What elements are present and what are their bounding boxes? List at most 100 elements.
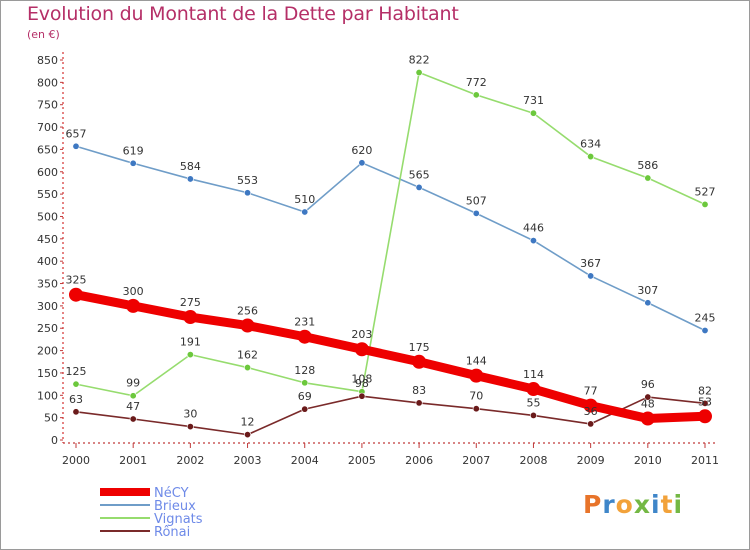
y-tick-label: 150 — [37, 367, 58, 380]
data-label: 114 — [523, 368, 544, 381]
logo-letter: r — [602, 490, 616, 519]
data-label: 367 — [580, 257, 601, 270]
data-label: 657 — [66, 127, 87, 140]
data-point — [472, 405, 480, 413]
data-label: 527 — [695, 185, 716, 198]
legend-label: NéCY — [154, 486, 189, 501]
x-tick-label: 2003 — [234, 454, 262, 467]
x-tick-label: 2000 — [62, 454, 90, 467]
y-tick-label: 550 — [37, 188, 58, 201]
data-label: 69 — [298, 390, 312, 403]
data-label: 731 — [523, 94, 544, 107]
data-point — [469, 368, 484, 383]
x-tick-label: 2008 — [519, 454, 547, 467]
data-label: 507 — [466, 194, 487, 207]
logo-letter: P — [583, 490, 603, 519]
y-tick-label: 850 — [37, 54, 58, 67]
chart-title: Evolution du Montant de la Dette par Hab… — [27, 3, 459, 25]
data-label: 822 — [409, 54, 430, 67]
y-tick-label: 400 — [37, 255, 58, 268]
data-label: 128 — [294, 364, 315, 377]
data-point — [529, 237, 537, 245]
data-point — [244, 189, 252, 197]
data-label: 47 — [126, 400, 140, 413]
data-point — [701, 326, 709, 334]
data-point — [358, 392, 366, 400]
y-tick-label: 500 — [37, 210, 58, 223]
data-label: 510 — [294, 193, 315, 206]
series-line — [75, 395, 706, 436]
logo-letter: o — [615, 490, 634, 519]
data-point — [472, 91, 480, 99]
data-label: 553 — [237, 174, 258, 187]
data-label: 275 — [180, 296, 201, 309]
logo-letter: t — [660, 490, 674, 519]
legend-label: Vignats — [154, 512, 203, 527]
data-label: 307 — [637, 284, 658, 297]
data-point — [529, 411, 537, 419]
y-tick-label: 50 — [44, 412, 58, 425]
data-point — [698, 409, 712, 424]
data-label: 125 — [66, 365, 87, 378]
series-line — [75, 145, 706, 332]
x-tick-label: 2004 — [291, 454, 319, 467]
data-point — [126, 298, 141, 313]
y-tick-label: 0 — [51, 434, 58, 447]
y-tick-label: 700 — [37, 121, 58, 134]
proxiti-logo: Proxiti — [583, 490, 683, 519]
data-label: 203 — [351, 328, 372, 341]
data-point — [415, 183, 423, 191]
data-label: 586 — [637, 159, 658, 172]
x-tick-label: 2007 — [462, 454, 490, 467]
data-label: 36 — [584, 405, 598, 418]
data-point — [240, 318, 255, 333]
data-point — [244, 431, 252, 439]
data-point — [186, 351, 194, 359]
data-point — [244, 364, 252, 372]
data-label: 620 — [351, 144, 372, 157]
data-point — [129, 159, 137, 167]
data-point — [415, 69, 423, 77]
y-tick-label: 600 — [37, 166, 58, 179]
data-point — [587, 420, 595, 428]
data-label: 245 — [695, 311, 716, 324]
data-point — [129, 392, 137, 400]
chart-subtitle: (en €) — [27, 28, 60, 41]
data-point — [701, 399, 709, 407]
series-2 — [72, 69, 709, 400]
data-point — [644, 299, 652, 307]
data-label: 70 — [469, 390, 483, 403]
data-label: 565 — [409, 168, 430, 181]
series-1 — [72, 142, 709, 334]
logo-letter: x — [633, 490, 651, 519]
y-tick-label: 100 — [37, 389, 58, 402]
x-tick-label: 2010 — [634, 454, 662, 467]
data-point — [186, 423, 194, 431]
legend-label: Rônai — [154, 525, 190, 540]
y-tick-label: 800 — [37, 76, 58, 89]
data-point — [297, 329, 312, 344]
data-point — [415, 399, 423, 407]
data-label: 175 — [409, 341, 430, 354]
x-tick-label: 2005 — [348, 454, 376, 467]
data-label: 53 — [698, 395, 712, 408]
data-label: 325 — [66, 274, 87, 287]
data-point — [72, 380, 80, 388]
x-tick-label: 2006 — [405, 454, 433, 467]
data-point — [69, 287, 83, 302]
data-point — [412, 354, 427, 369]
data-point — [72, 408, 80, 416]
data-label: 256 — [237, 305, 258, 318]
data-label: 231 — [294, 316, 315, 329]
data-label: 83 — [412, 384, 426, 397]
legend-label: Brieux — [154, 499, 196, 514]
data-label: 77 — [584, 385, 598, 398]
data-label: 191 — [180, 336, 201, 349]
data-label: 634 — [580, 138, 601, 151]
y-tick-label: 200 — [37, 345, 58, 358]
data-point — [183, 310, 198, 325]
y-tick-label: 250 — [37, 322, 58, 335]
